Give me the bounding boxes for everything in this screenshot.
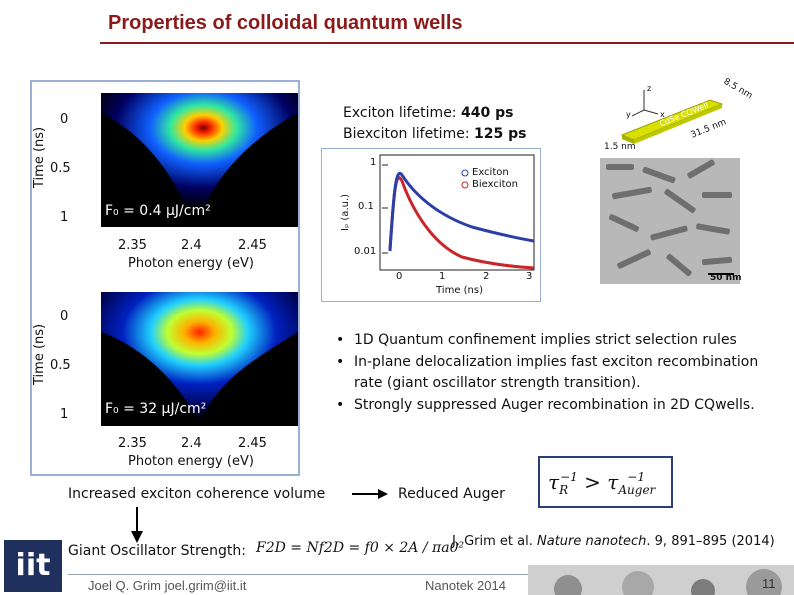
heatmap1-xtick-2: 2.45 bbox=[238, 238, 267, 253]
exciton-lifetime-value: 440 ps bbox=[460, 105, 514, 121]
bullet-item: In-plane delocalization implies fast exc… bbox=[332, 352, 782, 395]
legend-exciton-marker bbox=[461, 169, 469, 177]
footer-divider bbox=[68, 574, 528, 575]
heatmap2-ylabel: Time (ns) bbox=[32, 323, 47, 385]
decay-ylabel: Iₚ (a.u.) bbox=[340, 193, 351, 231]
bullet-list: 1D Quantum confinement implies strict se… bbox=[332, 330, 782, 416]
reference-journal: Nature nanotech bbox=[537, 534, 647, 549]
heatmap-high-fluence bbox=[101, 292, 298, 426]
heatmap1-ytick-1: 0.5 bbox=[50, 161, 71, 176]
axis-z-label: z bbox=[647, 84, 652, 93]
auger-inequality-text: τR⁻¹ > τAuger⁻¹ bbox=[540, 458, 541, 459]
reference-details: . 9, 891–895 (2014) bbox=[646, 534, 775, 549]
decay-xtick-3: 3 bbox=[526, 271, 533, 282]
reference: J. Grim et al. Nature nanotech. 9, 891–8… bbox=[452, 534, 775, 549]
dim-thickness-label: 1.5 nm bbox=[604, 142, 636, 152]
page-number: 11 bbox=[762, 576, 776, 591]
right-arrow-icon bbox=[352, 489, 388, 499]
iit-logo: iit bbox=[4, 540, 62, 592]
exciton-decay-curve bbox=[388, 172, 535, 252]
decay-ytick-0: 1 bbox=[370, 157, 377, 168]
heatmap2-xtick-2: 2.45 bbox=[238, 436, 267, 451]
heatmap1-ytick-2: 1 bbox=[60, 210, 69, 225]
axis-y-label: y bbox=[626, 110, 631, 119]
legend-biexciton-marker bbox=[461, 181, 469, 189]
title-divider bbox=[100, 42, 794, 44]
heatmap2-ytick-0: 0 bbox=[60, 309, 69, 324]
slide-title: Properties of colloidal quantum wells bbox=[108, 12, 463, 34]
scale-bar-label: 50 nm bbox=[710, 273, 742, 283]
heatmap2-fluence-label: F₀ = 32 μJ/cm² bbox=[105, 401, 207, 417]
conference-footer: Nanotek 2014 bbox=[425, 578, 506, 593]
bullet-item: 1D Quantum confinement implies strict se… bbox=[332, 330, 782, 352]
reference-authors: J. Grim et al. bbox=[452, 534, 537, 549]
decay-ytick-2: 0.01 bbox=[354, 246, 377, 257]
heatmap1-ytick-0: 0 bbox=[60, 112, 69, 127]
decay-plot: 1 0.1 0.01 Iₚ (a.u.) 0 1 2 3 Time (ns) E… bbox=[321, 148, 541, 302]
heatmap2-xtick-0: 2.35 bbox=[118, 436, 147, 451]
heatmap2-xtick-1: 2.4 bbox=[181, 436, 202, 451]
decay-xlabel: Time (ns) bbox=[436, 285, 484, 296]
decay-xtick-1: 1 bbox=[439, 271, 446, 282]
exciton-lifetime-label: Exciton lifetime: bbox=[343, 105, 461, 121]
axis-x-label: x bbox=[660, 110, 665, 119]
auger-inequality-box: τR⁻¹ > τAuger⁻¹ τR−1 > τAuger−1 bbox=[538, 456, 673, 508]
biexciton-lifetime-value: 125 ps bbox=[473, 126, 527, 142]
heatmap1-xtick-1: 2.4 bbox=[181, 238, 202, 253]
decay-xtick-0: 0 bbox=[396, 271, 403, 282]
oscillator-formula: F2D = Nf2D = f0 × 2A / πa0² bbox=[256, 540, 465, 556]
down-arrow-icon bbox=[131, 507, 143, 543]
bullet-item: Strongly suppressed Auger recombination … bbox=[332, 395, 782, 417]
decay-plot-axes bbox=[379, 154, 535, 271]
heatmap2-xlabel: Photon energy (eV) bbox=[128, 454, 254, 469]
heatmap1-xlabel: Photon energy (eV) bbox=[128, 256, 254, 271]
biexciton-lifetime-label: Biexciton lifetime: bbox=[343, 126, 474, 142]
heatmap1-xtick-0: 2.35 bbox=[118, 238, 147, 253]
decay-legend-biexciton: Biexciton bbox=[472, 179, 519, 190]
decay-legend-exciton: Exciton bbox=[472, 167, 509, 178]
lifetimes-text: Exciton lifetime: 440 ps Biexciton lifet… bbox=[343, 103, 526, 145]
heatmap1-ylabel: Time (ns) bbox=[32, 126, 47, 188]
reduced-auger-text: Reduced Auger bbox=[398, 486, 505, 502]
heatmap2-ytick-2: 1 bbox=[60, 407, 69, 422]
author-footer: Joel Q. Grim joel.grim@iit.it bbox=[88, 578, 247, 593]
heatmap2-ytick-1: 0.5 bbox=[50, 358, 71, 373]
nanoplatelet-figure: 8.5 nm 31.5 nm 1.5 nm CdSe CQWell z y x … bbox=[592, 77, 792, 285]
coherence-text: Increased exciton coherence volume bbox=[68, 486, 326, 502]
gear-decoration-icon bbox=[528, 565, 794, 595]
oscillator-text: Giant Oscillator Strength: bbox=[68, 543, 246, 559]
auger-inequality-render: τR−1 > τAuger−1 bbox=[548, 470, 656, 497]
heatmap-low-fluence bbox=[101, 93, 298, 227]
decay-xtick-2: 2 bbox=[483, 271, 490, 282]
decay-ytick-1: 0.1 bbox=[358, 201, 374, 212]
heatmap1-fluence-label: F₀ = 0.4 μJ/cm² bbox=[105, 203, 211, 219]
